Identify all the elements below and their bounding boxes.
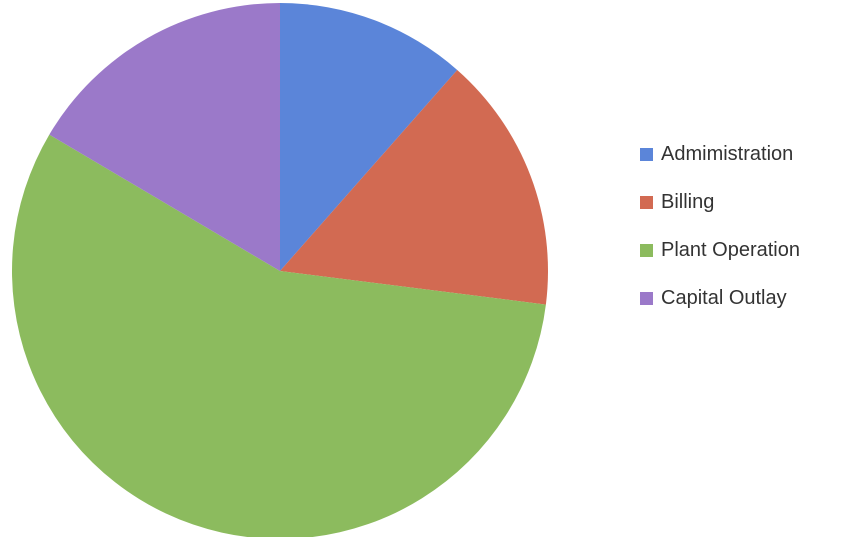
legend-label-billing: Billing <box>661 191 715 213</box>
legend-label-plant-operation: Plant Operation <box>661 239 800 261</box>
legend-item-capital-outlay: Capital Outlay <box>640 286 840 310</box>
legend-item-plant-operation: Plant Operation <box>640 238 840 262</box>
pie-slice-billing <box>280 69 548 305</box>
legend-swatch-plant-operation <box>640 243 653 257</box>
legend-swatch-billing <box>640 195 653 209</box>
legend-item-admimistration: Admimistration <box>640 142 840 166</box>
legend-label-admimistration: Admimistration <box>661 143 794 165</box>
pie-slice-capital-outlay <box>49 2 280 271</box>
pie-slice-admimistration <box>280 3 458 271</box>
legend: Admimistration Billing Plant Operation C… <box>640 142 840 334</box>
legend-swatch-capital-outlay <box>640 291 653 305</box>
pie-slice-plant-operation <box>12 134 546 537</box>
pie-plot-area <box>12 2 548 537</box>
legend-label-capital-outlay: Capital Outlay <box>661 287 787 309</box>
legend-swatch-admimistration <box>640 147 653 161</box>
legend-item-billing: Billing <box>640 190 840 214</box>
